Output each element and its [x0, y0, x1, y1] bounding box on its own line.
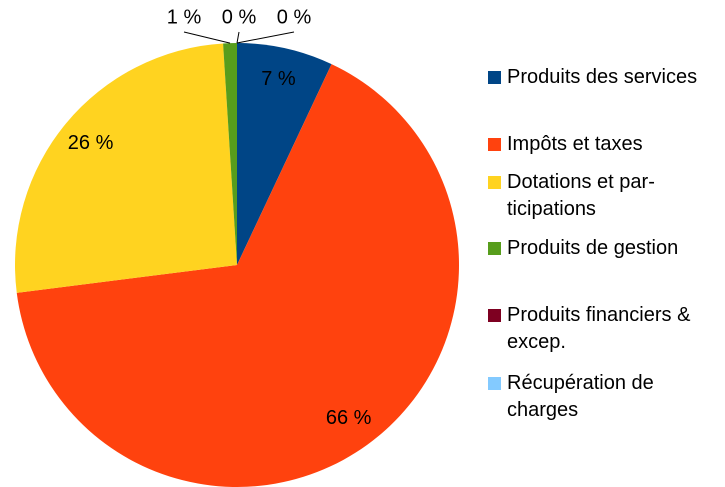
leader-line — [236, 31, 240, 44]
legend-label: Dotations et par­ticipations — [507, 171, 655, 220]
legend-item: Impôts et taxes — [488, 131, 724, 158]
leader-line — [236, 31, 295, 44]
data-label: 0 % — [222, 6, 257, 28]
legend-swatch — [488, 138, 501, 151]
data-label: 66 % — [326, 407, 372, 429]
legend-swatch — [488, 242, 501, 255]
data-label: 1 % — [167, 6, 202, 28]
legend-item: Produits financiers & excep. — [488, 302, 724, 356]
pie-slice — [223, 43, 237, 265]
legend-label: Récupération de charges — [507, 372, 654, 421]
legend-label: Impôts et taxes — [507, 133, 643, 155]
legend-label: Produits de ges­tion — [507, 237, 679, 259]
data-label: 0 % — [277, 6, 312, 28]
legend-label: Produits financiers & excep. — [507, 304, 691, 353]
legend-item: Produits de ges­tion — [488, 235, 724, 262]
pie-area: 7 % 66 % 26 % 1 % 0 % 0 % — [14, 6, 459, 487]
legend-label: Produits des services — [507, 66, 698, 88]
legend-item: Récupération de charges — [488, 370, 724, 424]
pie-slice — [16, 64, 459, 487]
data-label: 7 % — [261, 68, 296, 90]
leader-line — [183, 31, 231, 44]
legend-swatch — [488, 309, 501, 322]
legend-item: Dotations et par­ticipations — [488, 169, 724, 223]
pie-slice — [14, 43, 237, 293]
pie-slice — [237, 43, 332, 265]
data-label: 26 % — [68, 132, 114, 154]
legend-swatch — [488, 176, 501, 189]
legend-swatch — [488, 377, 501, 390]
legend-swatch — [488, 71, 501, 84]
legend-item: Produits des services — [488, 64, 724, 91]
